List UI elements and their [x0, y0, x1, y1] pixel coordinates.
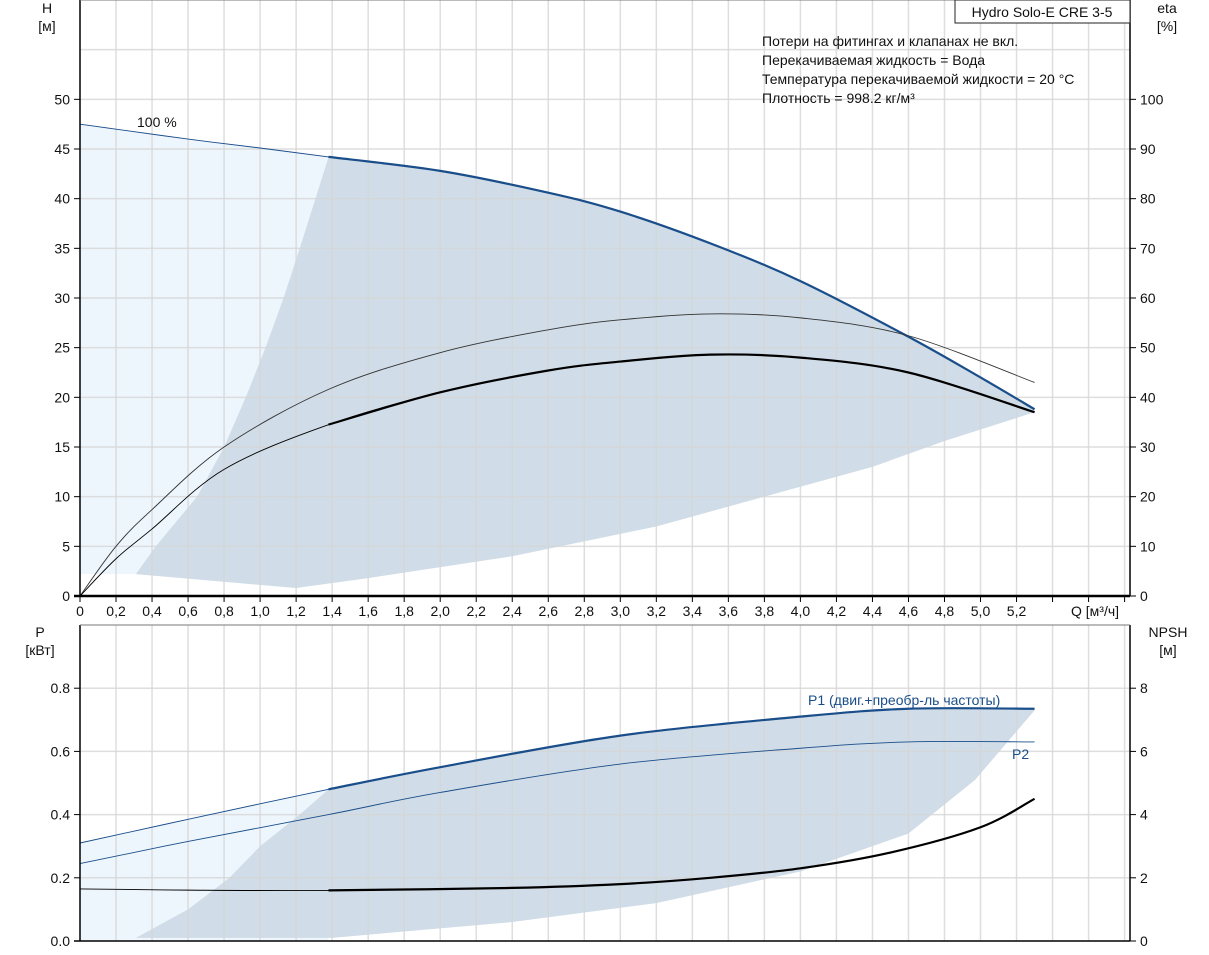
operating-region [135, 156, 1035, 589]
y-tick-label-right: 30 [1140, 439, 1156, 455]
y-tick-label-right: 2 [1140, 870, 1148, 886]
x-tick-label: 0 [76, 603, 84, 619]
y-tick-label-right: 100 [1140, 91, 1164, 107]
y-tick-label-right: 10 [1140, 538, 1156, 554]
y-axis-label-p: P [35, 624, 44, 640]
y-tick-label-left: 0.0 [51, 933, 71, 949]
chart-title: Hydro Solo-E CRE 3-5 [972, 4, 1113, 20]
y-axis-unit-p: [кВт] [25, 642, 54, 658]
x-tick-label: 3,6 [719, 603, 739, 619]
x-tick-label: 1,8 [394, 603, 414, 619]
x-tick-label: 0,6 [178, 603, 198, 619]
y-tick-label-left: 25 [54, 340, 70, 356]
y-tick-label-right: 60 [1140, 290, 1156, 306]
x-tick-label: 1,2 [286, 603, 306, 619]
y-axis-label-h: H [42, 0, 52, 16]
x-axis-label: Q [м³/ч] [1071, 603, 1119, 619]
p1-curve-label: P1 (двиг.+преобр-ль частоты) [808, 692, 1000, 708]
x-tick-label: 2,8 [575, 603, 595, 619]
y-tick-label-left: 0.6 [51, 743, 71, 759]
y-tick-label-right: 50 [1140, 340, 1156, 356]
x-tick-label: 0,8 [214, 603, 234, 619]
y-tick-label-right: 4 [1140, 807, 1148, 823]
x-tick-label: 4,2 [827, 603, 847, 619]
x-tick-label: 1,6 [358, 603, 378, 619]
light-region [80, 124, 329, 575]
y-tick-label-right: 20 [1140, 489, 1156, 505]
x-tick-label: 2,6 [539, 603, 559, 619]
operating-region [135, 708, 1035, 938]
power-npsh-plot: 0.0 0.2 0.4 0.6 0.8 0 2 4 6 8 [51, 624, 1148, 949]
y-tick-label-left: 20 [54, 389, 70, 405]
y-tick-label-left: 5 [62, 538, 70, 554]
title-box [954, 0, 1131, 24]
y-axis-unit-eta: [%] [1157, 18, 1177, 34]
y-tick-label-right: 40 [1140, 389, 1156, 405]
series-eta-total-operating-line [328, 353, 1035, 426]
y-tick-label-left: 0.2 [51, 870, 71, 886]
p2-curve-label: P2 [1012, 746, 1029, 762]
x-tick-label: 5,0 [971, 603, 991, 619]
y-tick-label-left: 10 [54, 489, 70, 505]
x-tick-label: 2,2 [466, 603, 486, 619]
series-p2-line [79, 741, 1035, 865]
y-tick-label-left: 0 [62, 588, 70, 604]
x-tick-label: 2,0 [430, 603, 450, 619]
x-tick-label: 1,0 [250, 603, 270, 619]
x-tick-label: 3,8 [755, 603, 775, 619]
y-tick-label-right: 90 [1140, 141, 1156, 157]
y-tick-label-left: 45 [54, 141, 70, 157]
x-tick-label: 0,4 [142, 603, 162, 619]
speed-curve-label: 100 % [137, 114, 177, 130]
series-p1-operating-line [328, 707, 1035, 791]
y-tick-label-left: 40 [54, 191, 70, 207]
y-tick-label-right: 8 [1140, 680, 1148, 696]
y-tick-label-right: 0 [1140, 588, 1148, 604]
x-tick-label: 3,4 [683, 603, 703, 619]
x-tick-label: 1,4 [322, 603, 342, 619]
x-tick-label: 4,0 [791, 603, 811, 619]
x-tick-label: 5,2 [1007, 603, 1027, 619]
head-efficiency-plot: 0 5 10 15 20 25 30 35 40 45 50 0 10 20 30 40 50 60 70 80 90 1… [54, 0, 1164, 619]
y-axis-unit-h: [м] [38, 18, 55, 34]
x-tick-label: 0,2 [106, 603, 126, 619]
x-tick-label: 4,4 [863, 603, 883, 619]
y-tick-label-right: 70 [1140, 240, 1156, 256]
series-eta-pump-line [79, 313, 1035, 597]
note-line-2: Перекачиваемая жидкость = Вода [762, 52, 985, 68]
x-tick-label: 4,8 [935, 603, 955, 619]
y-tick-label-right: 0 [1140, 933, 1148, 949]
y-tick-label-right: 6 [1140, 743, 1148, 759]
y-tick-label-left: 50 [54, 91, 70, 107]
x-tick-label: 3,0 [611, 603, 631, 619]
note-line-4: Плотность = 998.2 кг/м³ [762, 90, 915, 106]
y-tick-label-left: 0.8 [51, 680, 71, 696]
y-axis-label-npsh: NPSH [1149, 624, 1188, 640]
y-tick-label-left: 35 [54, 240, 70, 256]
y-axis-label-eta: eta [1157, 0, 1177, 16]
series-h-operating-line [328, 155, 1036, 411]
y-axis-unit-npsh: [м] [1159, 642, 1176, 658]
note-line-1: Потери на фитингах и клапанах не вкл. [762, 33, 1018, 49]
x-tick-label: 3,2 [647, 603, 667, 619]
y-tick-label-left: 30 [54, 290, 70, 306]
series-npsh-operating-line [328, 797, 1036, 892]
y-tick-label-right: 80 [1140, 191, 1156, 207]
x-tick-label: 2,4 [503, 603, 523, 619]
y-tick-label-left: 15 [54, 439, 70, 455]
y-tick-label-left: 0.4 [51, 807, 71, 823]
note-line-3: Температура перекачиваемой жидкости = 20… [762, 71, 1074, 87]
x-tick-label: 4,6 [899, 603, 919, 619]
